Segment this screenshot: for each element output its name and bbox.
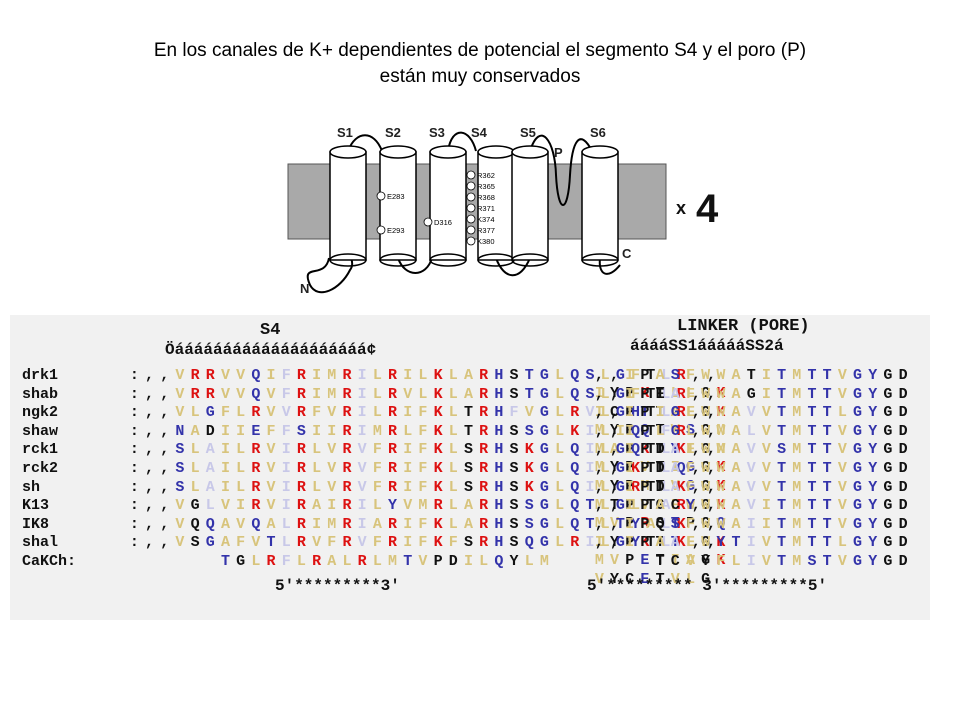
row-name: ngk2 xyxy=(22,404,59,422)
loop-s3-s4 xyxy=(447,131,477,152)
linker-bracket: ááááSS1áááááSS2á xyxy=(630,337,784,355)
row-name: IK8 xyxy=(22,515,50,533)
charge-r368: R368 xyxy=(466,192,495,202)
helix-s2 xyxy=(379,145,417,267)
pore-sequence: ,, I P A S F W W A T I T M T T V G Y G DI Y P K T L L G K xyxy=(594,367,909,402)
helix-s1 xyxy=(329,145,367,267)
pore-sequence: ,, I P D A F W W A V V S M T T V G Y G DM Y P V T I G G K xyxy=(594,441,909,477)
charge-r362: R362 xyxy=(466,170,495,180)
row-name: rck1 xyxy=(22,441,59,459)
charge-k374: K374 xyxy=(466,214,495,224)
segment-label-s4: S4 xyxy=(471,125,488,140)
charge-e283: E283 xyxy=(376,191,405,201)
svg-text:R371: R371 xyxy=(477,204,495,213)
helix-cylinders xyxy=(329,145,619,267)
pore-sequence: ,, I P Q S F W W A I I T M T T V G Y G DI Y P K T T L G K xyxy=(594,515,909,551)
svg-text:R365: R365 xyxy=(477,182,495,191)
c-terminus-tail xyxy=(598,257,621,275)
n-terminus-label: N xyxy=(300,281,309,296)
segment-label-s6: S6 xyxy=(590,125,606,140)
alignment-panel: S4 Öáááááááááááááááááááá¢ LINKER (PORE) … xyxy=(10,315,930,620)
segment-label-s3: S3 xyxy=(429,125,445,140)
charge-d316: D316 xyxy=(423,217,452,227)
pore-sequence: ,, I P A C Y W W A V I T M T T V G Y G DM V P R S T P G Q xyxy=(594,497,909,533)
s4-bracket: Öáááááááááááááááááááá¢ xyxy=(165,341,377,359)
helix-s6 xyxy=(581,145,619,267)
helix-s4 xyxy=(477,145,515,267)
c-terminus-label: C xyxy=(622,246,632,261)
pore-sequence: ,, I P D A F W W A V V T M T T V G Y G DM T P V G F W G K xyxy=(594,478,909,514)
segment-label-s2: S2 xyxy=(385,125,401,140)
alignment-row: shab :,, V R R V V Q V F R I M R I L R V L K L A R H S T G L Q S L G F T L… xyxy=(22,385,922,421)
svg-text:R377: R377 xyxy=(477,226,495,235)
pore-sequence: ,, I P I G F W W A V V T M T T L G Y G DM Y P Q T W S G M xyxy=(594,404,909,440)
alignment-row: K13 :,, V G L V I R V I R A I R I L Y V M R L A R H S S G L Q T L G L T A R… xyxy=(22,497,922,532)
svg-text:E283: E283 xyxy=(387,192,405,201)
title-line-2: están muy conservados xyxy=(379,66,581,87)
loop-s4-s5 xyxy=(495,257,531,277)
alignment-row: sh :,, S L A I L R V I R L V R V F R I F K L S R H S K G L Q I L G R T L K,… xyxy=(22,478,922,514)
helix-s3 xyxy=(429,145,467,267)
segment-label-s1: S1 xyxy=(337,125,353,140)
svg-text:D316: D316 xyxy=(434,218,452,227)
row-name: shal xyxy=(22,534,59,552)
multiplier-x: x xyxy=(676,198,686,218)
svg-text:K374: K374 xyxy=(477,215,495,224)
charge-r371: R371 xyxy=(466,203,495,213)
linker-header: LINKER (PORE) xyxy=(677,317,810,336)
pore-sequence: ,, I P L G L W W A L V T M T T V G Y G DM A P K T Y I G M xyxy=(594,422,909,458)
alignment-row: shaw :,, N A D I I E F F S I I R I M R L F K L T R H S S G L K I L I Q T F… xyxy=(22,422,922,458)
multiplier-four: 4 xyxy=(696,187,719,231)
segment-label-s5: S5 xyxy=(520,125,536,140)
charge-e293: E293 xyxy=(376,225,405,235)
row-name: shaw xyxy=(22,422,59,440)
pore-label: P xyxy=(554,145,563,160)
row-name: drk1 xyxy=(22,367,59,384)
pore-sequence: ,, I P A A F W Y T I V T M T T L G Y G DM V P E T I A G K xyxy=(594,534,909,570)
pore-sequence: T C V Y F L I V T M S T V G Y G DV Y C E T V L G xyxy=(594,553,909,588)
alignment-row: drk1 :,, V R R V V Q I F R I M R I L R I L K L A R H S T G L Q S L G F T L… xyxy=(22,367,922,402)
loop-s2-s3 xyxy=(397,257,433,274)
pore-loop xyxy=(529,134,593,206)
pore-sequence: ,, I P E A F W W A G I T M T T V G Y G DI C P T T A L G K xyxy=(594,385,909,421)
page-title: En los canales de K+ dependientes de pot… xyxy=(40,38,920,90)
s4-header: S4 xyxy=(260,321,281,340)
charge-r365: R365 xyxy=(466,181,495,191)
alignment-row: rck2 :,, S L A I L R V I R L V R V F R I F K L S R H S K G L Q I L G K T L… xyxy=(22,460,922,495)
title-line-1: En los canales de K+ dependientes de pot… xyxy=(153,40,807,61)
svg-text:E293: E293 xyxy=(387,226,405,235)
charge-r377: R377 xyxy=(466,225,495,235)
row-name: shab xyxy=(22,385,59,403)
row-name: CaKCh: xyxy=(22,553,77,570)
alignment-row: ngk2 :,, V L G F L R V V R F V R I L R I F K L T R H F V G L R V L G H T L… xyxy=(22,404,922,439)
row-name: K13 xyxy=(22,497,50,515)
linker-footer: 5'********* 3'*********5' xyxy=(587,577,828,595)
alignment-row: shal :,, V S G A F V T L R V F R V F R I F K F S R H S Q G L R I L G Y T L… xyxy=(22,534,922,569)
pore-sequence: ,, I P D A F W W A V V T M T T V G Y G DM Y P M T V G G K xyxy=(594,460,909,495)
s4-footer: 5'*********3' xyxy=(275,577,400,595)
alignment-row: IK8 :,, V Q Q A V Q A L R I M R I A R I F K L A R H S S G L Q T L T Y A L K… xyxy=(22,515,922,551)
alignment-row: rck1 :,, S L A I L R V I R L V R V F R I F K L S R H S K G L Q I L G Q T L… xyxy=(22,441,922,476)
svg-text:R368: R368 xyxy=(477,193,495,202)
row-name: sh xyxy=(22,478,41,496)
helix-s5 xyxy=(511,145,549,267)
channel-topology-diagram: S1 S2 S3 S4 S5 S6 P N C E283 E293 D316 R… xyxy=(287,125,719,296)
svg-text:R362: R362 xyxy=(477,171,495,180)
charge-k380: K380 xyxy=(466,236,495,246)
row-name: rck2 xyxy=(22,460,59,477)
svg-text:K380: K380 xyxy=(477,237,495,246)
